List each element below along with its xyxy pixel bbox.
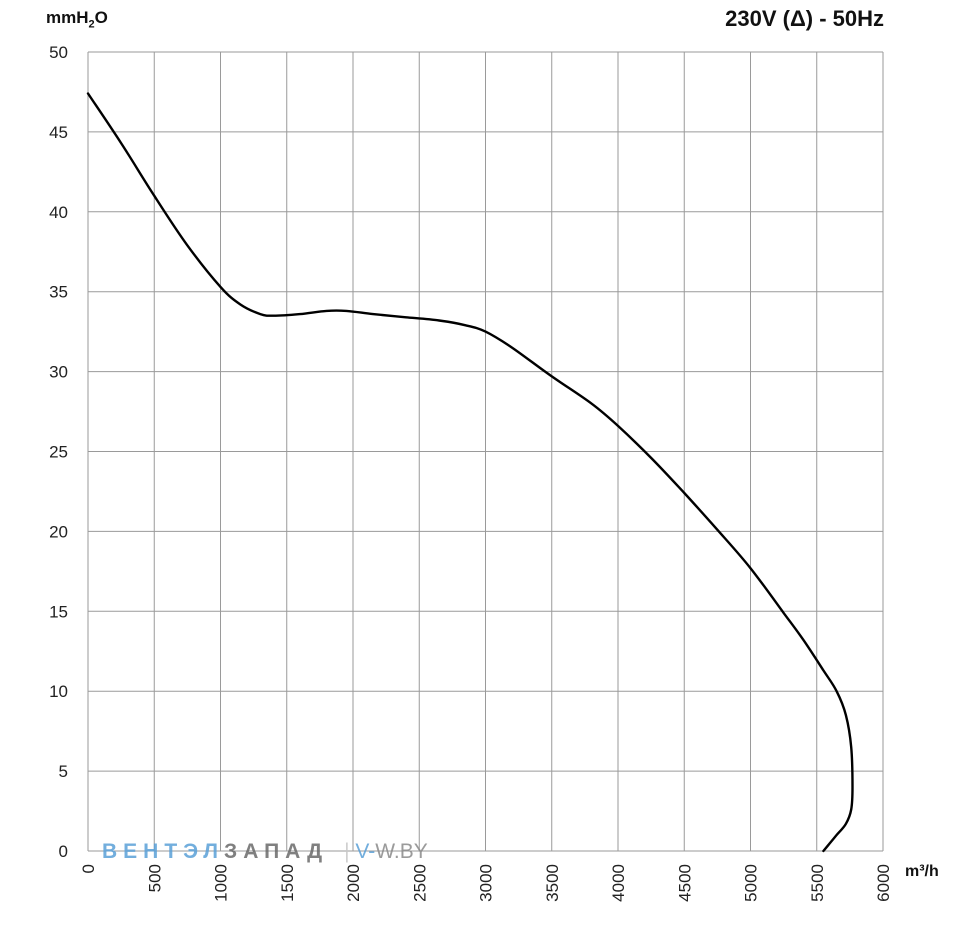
y-tick-label: 50 — [49, 43, 68, 62]
y-axis-label: mmH2O — [46, 8, 108, 31]
watermark-part3: V- — [355, 840, 376, 863]
x-tick-label: 3500 — [543, 864, 562, 902]
y-tick-label: 25 — [49, 443, 68, 462]
y-tick-label: 0 — [59, 842, 68, 861]
grid — [87, 51, 884, 852]
watermark-part2: ЗАПАД — [224, 840, 329, 863]
y-tick-label: 15 — [49, 602, 68, 621]
y-tick-label: 20 — [49, 522, 68, 541]
chart-title: 230V (Δ) - 50Hz — [725, 6, 884, 31]
x-tick-label: 4500 — [675, 864, 694, 902]
series-group — [86, 92, 854, 853]
x-tick-labels: 0 500 1000 1500 2000 2500 3000 3500 4000 4500 5000… — [79, 864, 893, 902]
x-tick-label: 6000 — [874, 864, 893, 902]
watermark-divider: | — [344, 840, 350, 863]
watermark-part1: ВЕНТЭЛ — [102, 840, 225, 863]
x-tick-label: 500 — [145, 864, 164, 892]
y-tick-label: 45 — [49, 123, 68, 142]
x-tick-label: 0 — [79, 864, 98, 873]
x-tick-label: 1000 — [212, 864, 231, 902]
x-tick-label: 5500 — [808, 864, 827, 902]
y-tick-label: 40 — [49, 203, 68, 222]
x-tick-label: 5000 — [742, 864, 761, 902]
x-tick-label: 3000 — [477, 864, 496, 902]
y-tick-label: 30 — [49, 363, 68, 382]
x-tick-label: 2500 — [410, 864, 429, 902]
y-tick-label: 5 — [59, 762, 68, 781]
x-tick-label: 2000 — [344, 864, 363, 902]
series-line — [86, 92, 854, 853]
x-axis-label: m³/h — [905, 863, 939, 880]
y-tick-label: 35 — [49, 283, 68, 302]
watermark: ВЕНТЭЛЗАПАД | V-W.BY — [102, 840, 428, 864]
watermark-part4: W.BY — [375, 840, 428, 863]
x-tick-label: 4000 — [609, 864, 628, 902]
y-tick-label: 10 — [49, 682, 68, 701]
y-tick-labels: 0 5 10 15 20 25 30 35 40 45 50 — [49, 43, 68, 861]
x-tick-label: 1500 — [278, 864, 297, 902]
